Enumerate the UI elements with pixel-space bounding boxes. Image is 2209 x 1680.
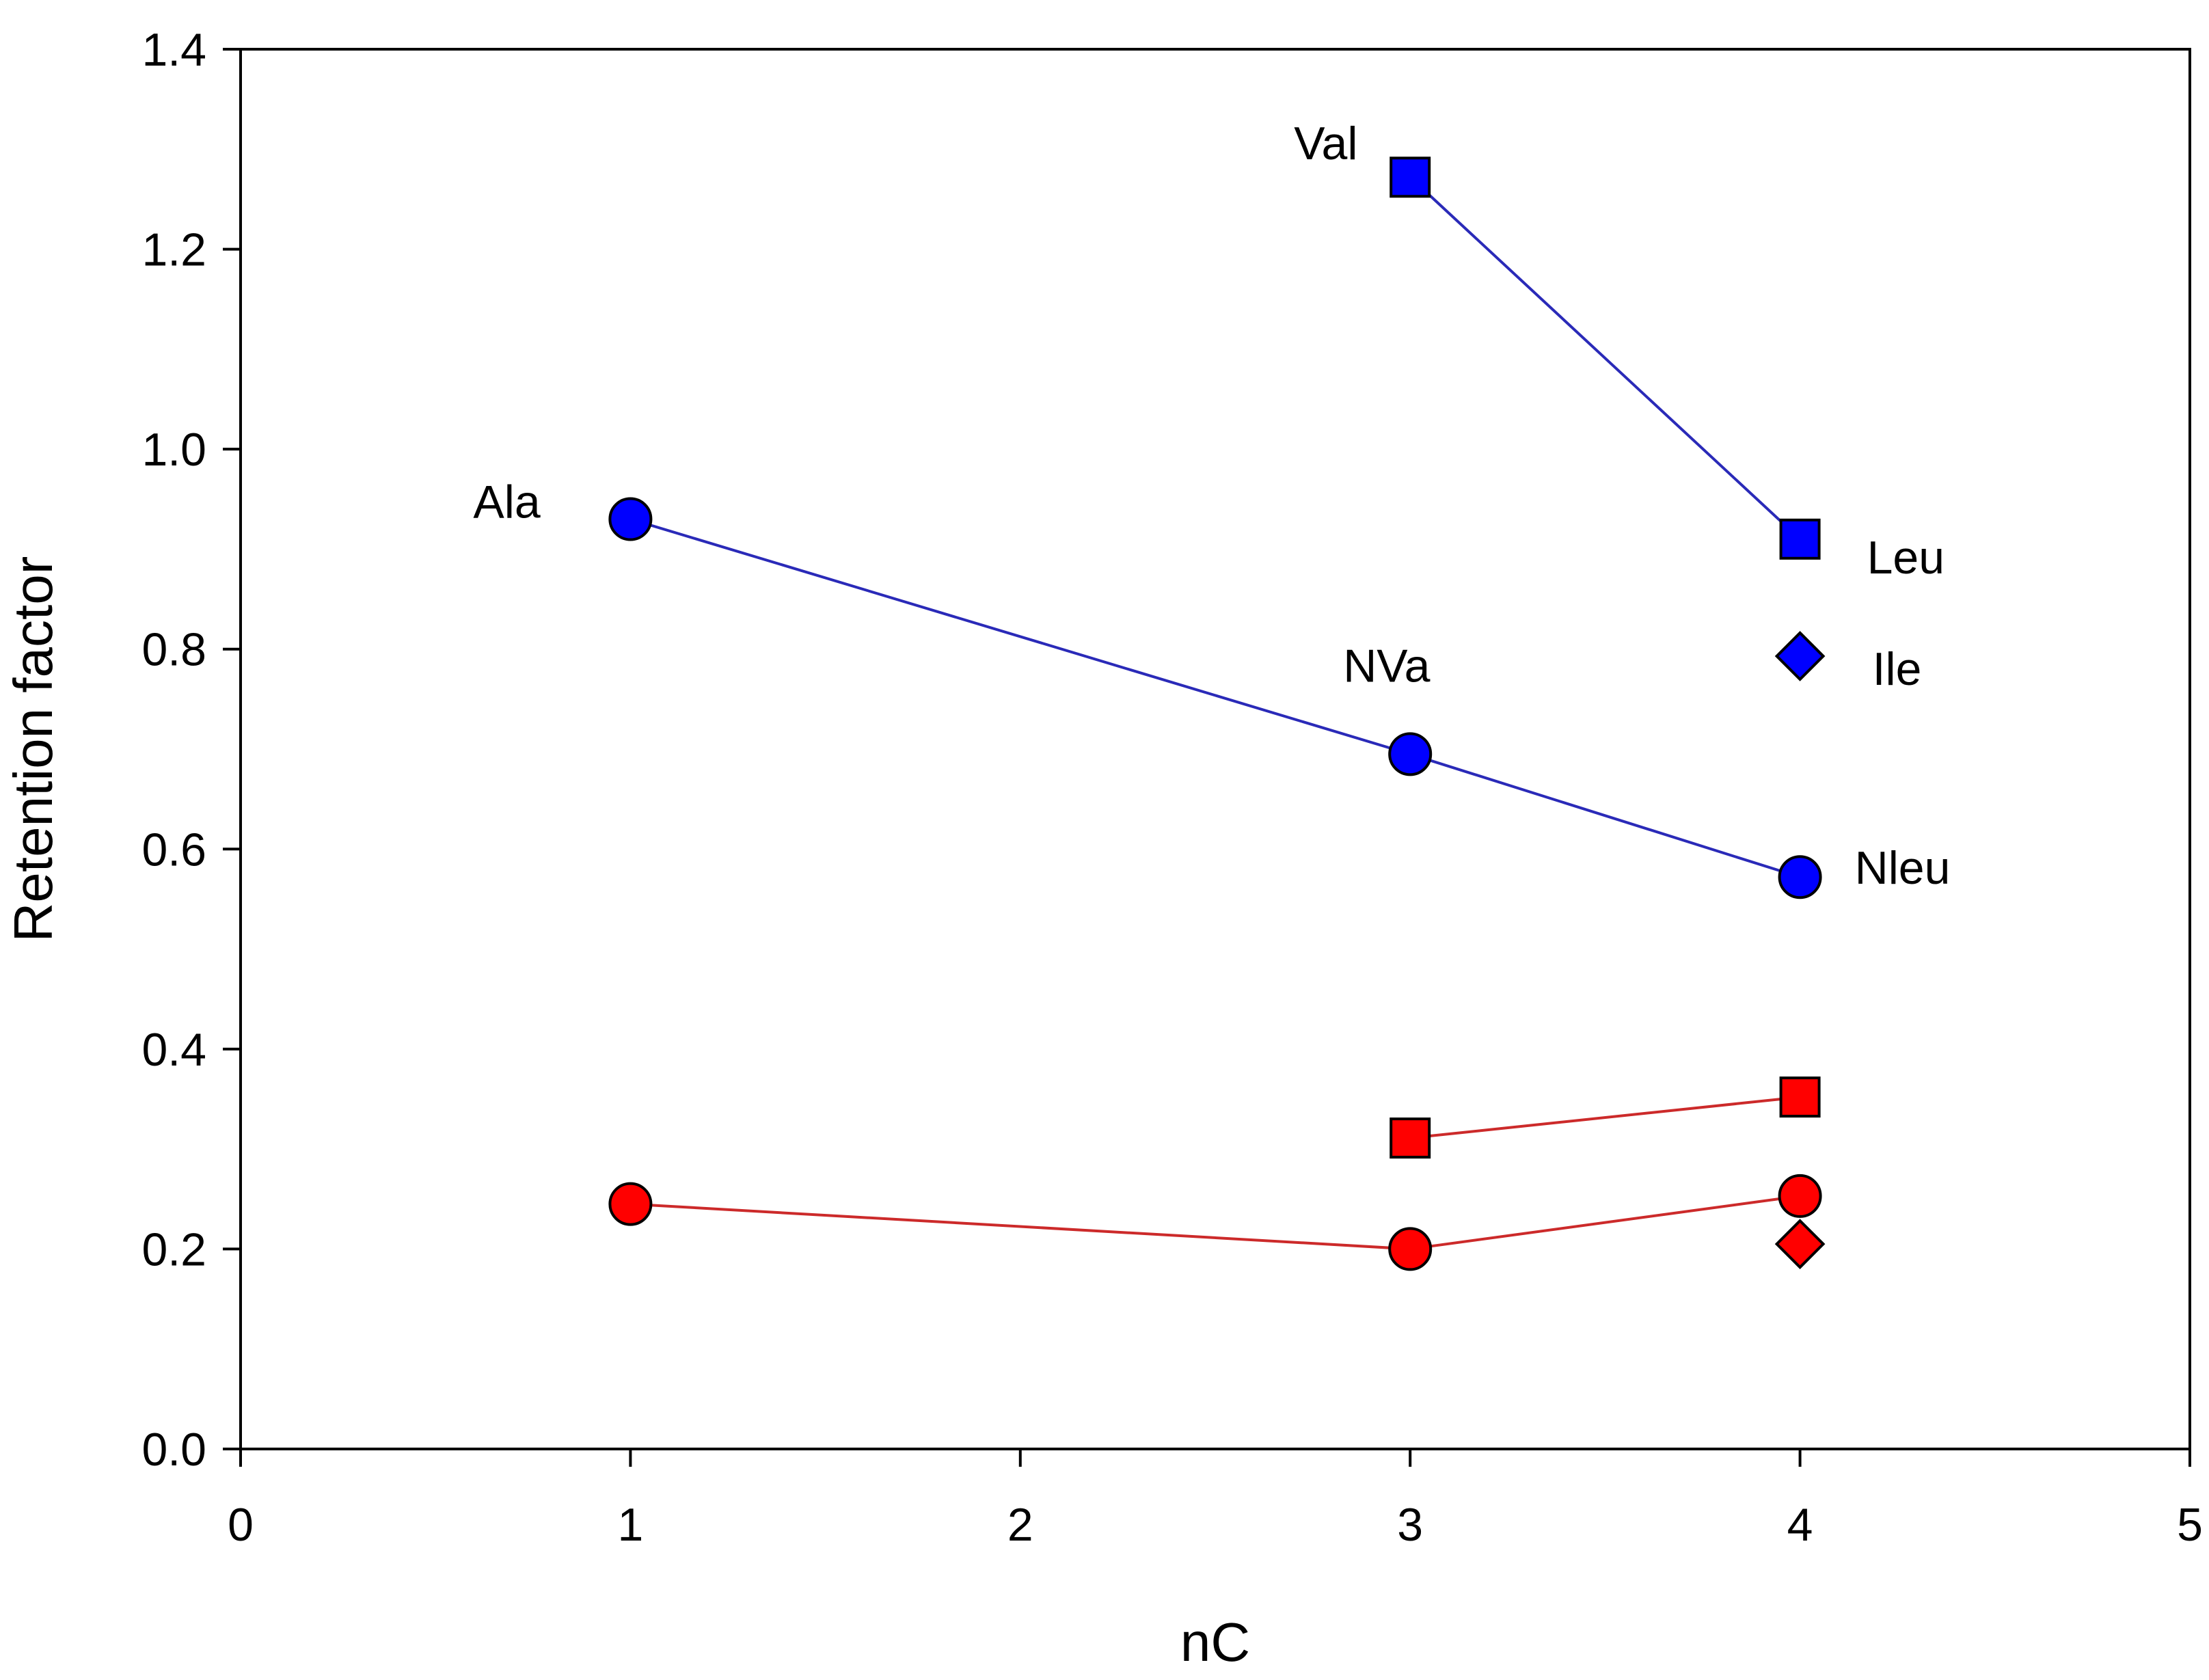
data-point-square [1779, 1076, 1821, 1118]
data-point-circle [1388, 732, 1433, 776]
annotations: Val Ala NVa Leu Ile Nleu [473, 118, 1950, 894]
data-point-circle [1778, 1174, 1822, 1218]
y-tick-label: 1.0 [141, 424, 206, 476]
annotation-label: Leu [1867, 532, 1944, 584]
series-line [629, 517, 1801, 879]
y-tick-label: 0.8 [141, 624, 206, 676]
x-axis-title: nC [1180, 1612, 1250, 1672]
y-tick-label: 0.0 [141, 1424, 206, 1476]
y-tick-label: 1.4 [141, 24, 206, 76]
y-tick-label: 0.2 [141, 1223, 206, 1275]
x-tick-label: 2 [1007, 1499, 1033, 1551]
annotation-label: Ala [473, 476, 540, 528]
series-line [630, 1194, 1800, 1251]
markers [608, 157, 1826, 1271]
data-point-circle [608, 497, 653, 541]
plot-area [239, 48, 2191, 1450]
y-tick-label: 0.4 [141, 1024, 206, 1076]
x-tick-label: 3 [1397, 1499, 1423, 1551]
annotation-label: Nleu [1855, 842, 1951, 894]
data-point-diamond [1774, 1219, 1826, 1269]
data-point-square [1779, 518, 1821, 560]
data-point-square [1390, 157, 1431, 198]
annotation-label: Ile [1873, 643, 1922, 695]
series-line [1409, 176, 1801, 541]
series-line [1409, 1096, 1800, 1140]
x-tick-label: 0 [228, 1499, 254, 1551]
data-point-square [1390, 1117, 1431, 1159]
data-point-circle [1388, 1227, 1433, 1271]
y-tick-label: 0.6 [141, 824, 206, 876]
y-tick-label: 1.2 [141, 224, 206, 276]
x-tick-label: 5 [2177, 1499, 2203, 1551]
y-axis-title: Retention factor [3, 556, 64, 943]
data-point-circle [1778, 855, 1822, 899]
x-axis: 0 1 2 3 4 5 [228, 1449, 2203, 1551]
x-tick-label: 1 [617, 1499, 643, 1551]
series-lines [629, 176, 1801, 1251]
y-axis: 0.0 0.2 0.4 0.6 0.8 1.0 1.2 1.4 [141, 24, 241, 1476]
x-tick-label: 4 [1787, 1499, 1813, 1551]
annotation-label: NVa [1343, 640, 1430, 692]
data-point-diamond [1774, 631, 1826, 681]
data-point-circle [608, 1182, 653, 1226]
annotation-label: Val [1294, 118, 1357, 170]
plot-frame [239, 48, 2191, 1450]
